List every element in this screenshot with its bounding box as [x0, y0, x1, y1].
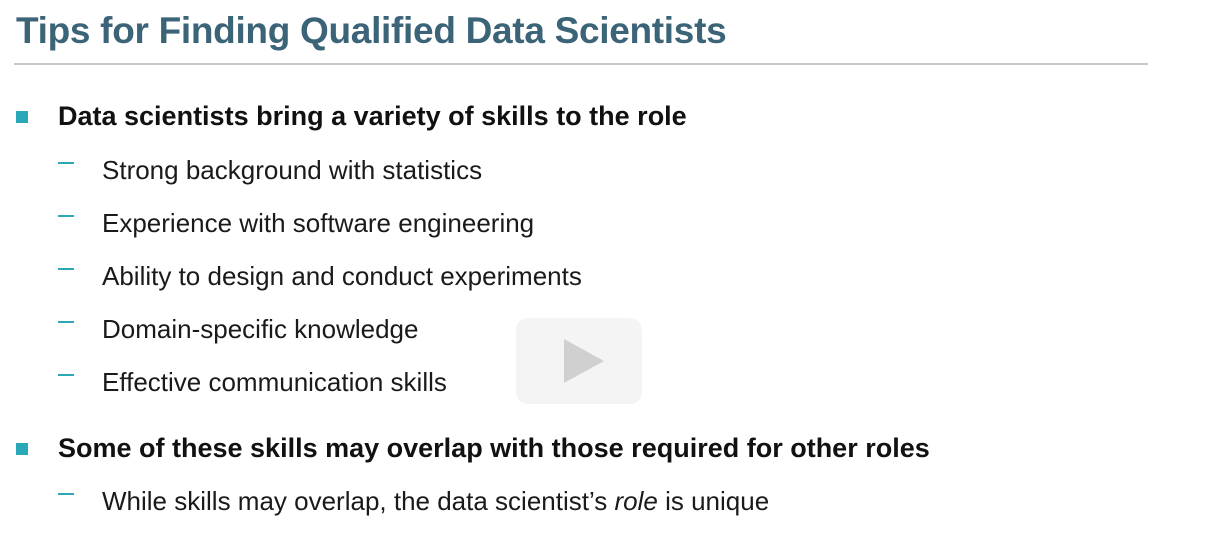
bullet-1: Data scientists bring a variety of skill…: [16, 101, 687, 132]
subitem-1-2-text: Experience with software engineering: [102, 208, 535, 238]
subitem-2-1-text: While skills may overlap, the data scien…: [102, 486, 769, 517]
subitem-2-1-before: While skills may overlap, the data scien…: [102, 486, 615, 516]
dash-bullet-icon: [58, 214, 74, 217]
dash-bullet-icon: [58, 492, 74, 495]
subitem-1-2: Experience with software engineering: [58, 208, 534, 239]
dash-bullet-icon: [58, 320, 74, 323]
bullet-2: Some of these skills may overlap with th…: [16, 433, 930, 464]
dash-bullet-icon: [58, 267, 74, 270]
subitem-2-1-after: is unique: [657, 486, 770, 516]
video-play-button[interactable]: [516, 318, 642, 404]
subitem-1-4: Domain-specific knowledge: [58, 314, 418, 345]
subitem-1-3-text: Ability to design and conduct experiment…: [102, 261, 582, 291]
subitem-1-1-text: Strong background with statistics: [102, 155, 483, 185]
subitem-1-3: Ability to design and conduct experiment…: [58, 261, 582, 292]
dash-bullet-icon: [58, 161, 74, 164]
dash-bullet-icon: [58, 373, 74, 376]
subitem-1-1: Strong background with statistics: [58, 155, 482, 186]
subitem-2-1-emphasis: role: [614, 486, 658, 516]
subitem-1-5-text: Effective communication skills: [102, 367, 447, 397]
title-divider: [14, 63, 1148, 65]
subitem-2-1: While skills may overlap, the data scien…: [58, 486, 769, 517]
play-icon: [564, 339, 604, 383]
square-bullet-icon: [16, 110, 28, 123]
square-bullet-icon: [16, 442, 28, 455]
bullet-1-text: Data scientists bring a variety of skill…: [58, 101, 687, 131]
slide-title: Tips for Finding Qualified Data Scientis…: [16, 10, 727, 51]
subitem-1-4-text: Domain-specific knowledge: [102, 314, 419, 344]
subitem-1-5: Effective communication skills: [58, 367, 447, 398]
bullet-2-text: Some of these skills may overlap with th…: [58, 433, 930, 463]
